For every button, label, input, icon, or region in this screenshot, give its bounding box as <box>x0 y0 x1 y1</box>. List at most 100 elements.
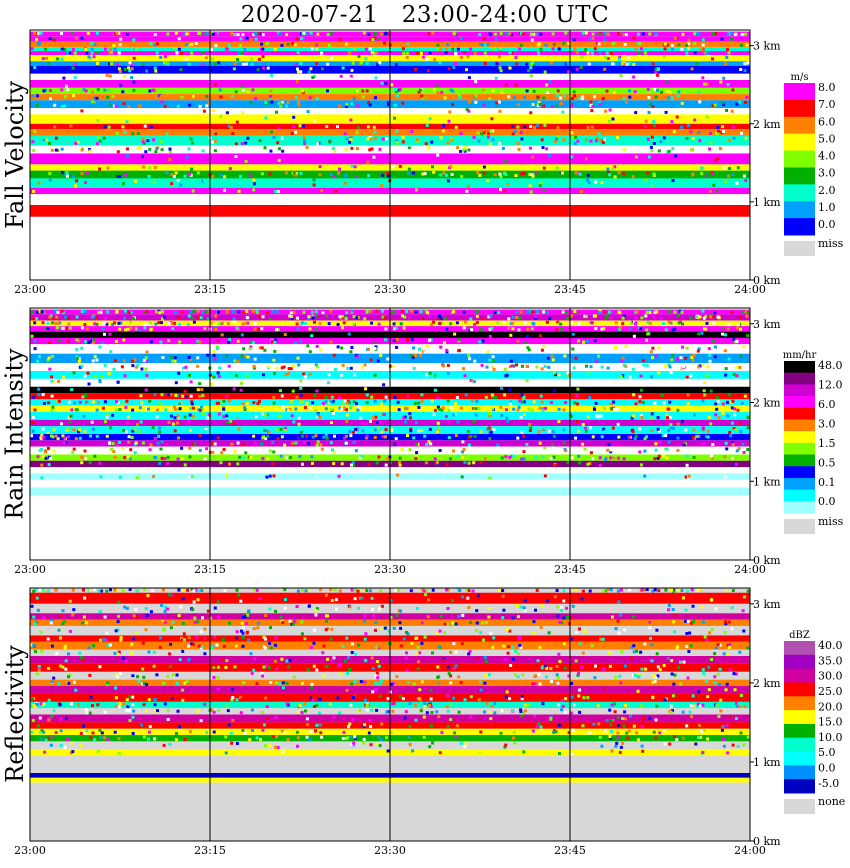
data-speckle <box>43 320 47 324</box>
data-speckle <box>145 105 149 108</box>
data-speckle <box>82 615 86 619</box>
data-speckle <box>276 437 280 441</box>
data-speckle <box>510 364 514 368</box>
data-speckle <box>111 94 115 98</box>
data-speckle <box>283 443 287 447</box>
data-speckle <box>143 124 147 128</box>
data-speckle <box>174 393 178 397</box>
data-speckle <box>50 680 54 684</box>
data-speckle <box>64 173 68 177</box>
data-speckle <box>305 735 309 739</box>
data-speckle <box>252 366 256 370</box>
data-speckle <box>366 347 370 351</box>
data-speckle <box>441 406 445 410</box>
data-speckle <box>59 744 63 747</box>
data-speckle <box>375 708 379 712</box>
data-speckle <box>144 367 148 371</box>
data-speckle <box>687 474 691 478</box>
data-speckle <box>300 37 304 41</box>
data-speckle <box>725 589 729 593</box>
data-speckle <box>725 55 729 59</box>
data-speckle <box>610 52 614 55</box>
data-speckle <box>440 408 444 412</box>
data-speckle <box>641 359 645 363</box>
data-speckle <box>304 400 308 403</box>
data-speckle <box>41 321 45 325</box>
data-speckle <box>353 165 357 169</box>
data-speckle <box>342 408 345 412</box>
data-speckle <box>181 366 185 370</box>
data-speckle <box>705 679 709 683</box>
data-speckle <box>408 702 412 705</box>
data-speckle <box>531 61 535 65</box>
data-speckle <box>97 311 100 314</box>
data-speckle <box>291 42 295 46</box>
data-speckle <box>200 74 203 78</box>
data-speckle <box>198 104 202 108</box>
data-speckle <box>351 717 355 721</box>
data-speckle <box>601 97 605 101</box>
data-speckle <box>246 321 249 325</box>
data-speckle <box>492 359 496 363</box>
data-speckle <box>619 326 623 330</box>
data-speckle <box>401 135 405 139</box>
data-speckle <box>652 315 656 319</box>
data-speckle <box>582 696 586 700</box>
data-speckle <box>516 652 520 656</box>
data-speckle <box>624 344 628 348</box>
data-speckle <box>38 588 42 592</box>
data-speckle <box>521 364 524 368</box>
data-speckle <box>338 167 341 171</box>
data-speckle <box>271 462 275 466</box>
data-speckle <box>373 340 376 344</box>
data-speckle <box>639 650 643 654</box>
data-speckle <box>350 102 354 106</box>
legend-swatch <box>784 466 815 479</box>
data-speckle <box>398 621 402 625</box>
data-speckle <box>314 363 318 367</box>
data-speckle <box>472 461 476 465</box>
data-speckle <box>315 723 319 727</box>
data-speckle <box>171 359 175 363</box>
data-speckle <box>351 61 355 65</box>
data-speckle <box>684 608 688 612</box>
legend-missing-swatch <box>784 519 815 534</box>
data-speckle <box>180 457 184 460</box>
data-speckle <box>377 322 381 326</box>
legend-label: 12.0 <box>818 378 843 391</box>
data-speckle <box>65 716 68 720</box>
data-speckle <box>262 635 266 639</box>
data-speckle <box>37 668 41 672</box>
data-speckle <box>157 321 161 325</box>
data-speckle <box>380 430 384 434</box>
data-speckle <box>86 735 90 739</box>
data-speckle <box>406 42 410 46</box>
data-speckle <box>131 695 135 699</box>
data-speckle <box>619 375 623 379</box>
data-speckle <box>604 457 608 461</box>
data-speckle <box>557 322 561 326</box>
data-speckle <box>431 651 434 655</box>
data-speckle <box>653 401 657 405</box>
data-speckle <box>58 703 62 707</box>
data-speckle <box>463 461 467 464</box>
data-speckle <box>454 52 458 56</box>
data-speckle <box>580 597 584 601</box>
data-speckle <box>699 429 703 433</box>
data-speckle <box>593 455 596 459</box>
data-speckle <box>364 422 368 426</box>
data-speckle <box>476 131 480 135</box>
data-speckle <box>453 731 457 735</box>
data-speckle <box>344 441 348 445</box>
data-speckle <box>78 428 82 432</box>
data-speckle <box>685 454 689 458</box>
data-speckle <box>468 328 472 332</box>
data-speckle <box>48 89 52 92</box>
data-speckle <box>135 589 139 593</box>
data-speckle <box>258 400 261 404</box>
data-speckle <box>720 728 724 732</box>
data-speckle <box>318 173 322 177</box>
data-speckle <box>300 428 304 431</box>
data-speckle <box>276 426 280 430</box>
data-speckle <box>443 622 447 626</box>
